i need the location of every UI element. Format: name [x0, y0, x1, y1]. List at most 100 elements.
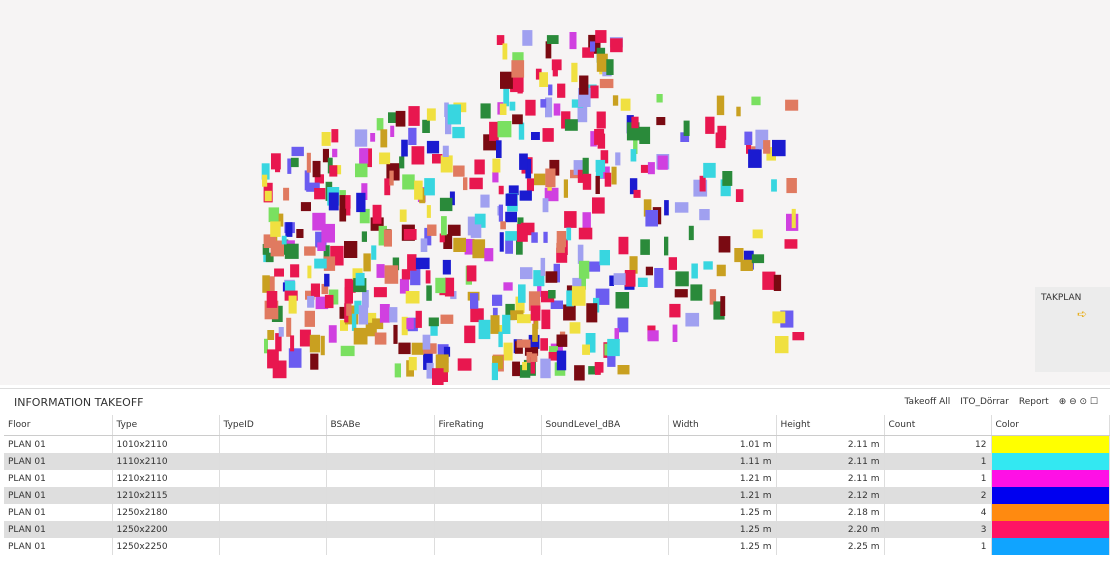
door-object — [548, 84, 553, 96]
color-swatch — [991, 436, 1108, 453]
count-cell: 3 — [884, 521, 992, 538]
color-cell — [991, 487, 1110, 504]
door-object — [399, 156, 405, 169]
empty-cell — [219, 538, 327, 555]
filter-dropdown[interactable]: ITO_Dörrar — [960, 397, 1009, 407]
door-object — [722, 171, 733, 186]
door-object — [631, 116, 639, 129]
door-object — [359, 148, 369, 164]
door-object — [424, 227, 432, 246]
door-object — [310, 283, 320, 297]
door-object — [612, 95, 619, 106]
column-header[interactable]: TypeID — [219, 415, 327, 436]
column-header[interactable]: FireRating — [434, 415, 542, 436]
empty-cell — [219, 470, 327, 487]
empty-cell — [219, 453, 327, 470]
door-object — [573, 160, 586, 175]
table-row[interactable]: PLAN 01 1010x2110 1.01 m 2.11 m 12 — [4, 435, 1110, 453]
takeoff-table: Floor Type TypeID BSABe FireRating SoundLevel… — [4, 415, 1110, 555]
door-object — [407, 254, 417, 271]
door-object — [363, 253, 371, 272]
door-object — [307, 265, 312, 279]
door-object — [262, 244, 270, 255]
column-header[interactable]: Type — [112, 415, 220, 436]
door-object — [408, 357, 417, 371]
column-header[interactable]: Count — [884, 415, 992, 436]
door-object — [321, 132, 331, 146]
door-object — [629, 178, 638, 195]
door-object — [281, 235, 287, 245]
door-object — [505, 193, 518, 206]
door-object — [595, 159, 606, 172]
door-object — [496, 35, 505, 45]
column-header[interactable]: Color — [991, 415, 1110, 436]
door-object — [746, 138, 752, 154]
door-object — [519, 153, 528, 170]
door-object — [607, 338, 620, 357]
door-object — [590, 131, 597, 147]
empty-cell — [541, 538, 669, 555]
empty-cell — [326, 435, 435, 453]
door-object — [647, 330, 659, 342]
column-header[interactable]: Height — [776, 415, 885, 436]
navigator[interactable]: TAKPLAN ➪ — [1035, 287, 1110, 372]
door-object — [508, 185, 519, 196]
door-object — [563, 179, 568, 198]
door-object — [735, 189, 744, 202]
door-object — [526, 352, 533, 363]
toolbar-icons[interactable]: ⊕ ⊖ ⊙ ☐ — [1058, 397, 1098, 407]
door-object — [447, 224, 461, 236]
door-object — [379, 152, 391, 165]
panel-title: INFORMATION TAKEOFF — [14, 395, 144, 409]
door-object — [664, 236, 669, 256]
door-object — [543, 231, 548, 243]
empty-cell — [326, 504, 435, 521]
report-button[interactable]: Report — [1018, 397, 1049, 407]
door-object — [278, 213, 284, 227]
door-object — [703, 261, 713, 270]
column-header[interactable]: Floor — [4, 415, 113, 436]
nav-arrow[interactable]: ➪ — [1077, 307, 1088, 321]
door-object — [611, 166, 617, 185]
door-object — [394, 363, 401, 378]
door-object — [590, 41, 596, 52]
door-object — [304, 310, 315, 327]
door-object — [516, 339, 531, 348]
door-object — [674, 289, 688, 298]
column-header[interactable]: Width — [668, 415, 777, 436]
door-object — [614, 328, 619, 340]
column-header[interactable]: SoundLevel_dBA — [541, 415, 669, 436]
door-object — [328, 192, 339, 211]
door-object — [664, 200, 669, 216]
door-object — [503, 88, 510, 107]
door-object — [267, 349, 279, 369]
takeoff-all-button[interactable]: Takeoff All — [904, 397, 951, 407]
type-cell: 1250x2180 — [112, 504, 220, 521]
door-object — [577, 169, 585, 183]
door-object — [505, 211, 517, 223]
door-object — [617, 317, 629, 333]
3d-viewer[interactable]: TAKPLAN ➪ — [0, 0, 1110, 386]
empty-cell — [541, 487, 669, 504]
door-object — [440, 155, 453, 173]
door-object — [422, 334, 431, 350]
door-object — [690, 284, 703, 301]
count-cell: 4 — [884, 504, 992, 521]
empty-cell — [541, 470, 669, 487]
door-object — [633, 189, 641, 198]
door-object — [340, 320, 348, 331]
door-object — [522, 30, 533, 46]
3d-scene[interactable] — [0, 0, 1030, 386]
door-object — [734, 248, 744, 263]
column-header[interactable]: BSABe — [326, 415, 435, 436]
door-object — [752, 229, 763, 239]
door-object — [428, 317, 439, 327]
empty-cell — [219, 435, 327, 453]
